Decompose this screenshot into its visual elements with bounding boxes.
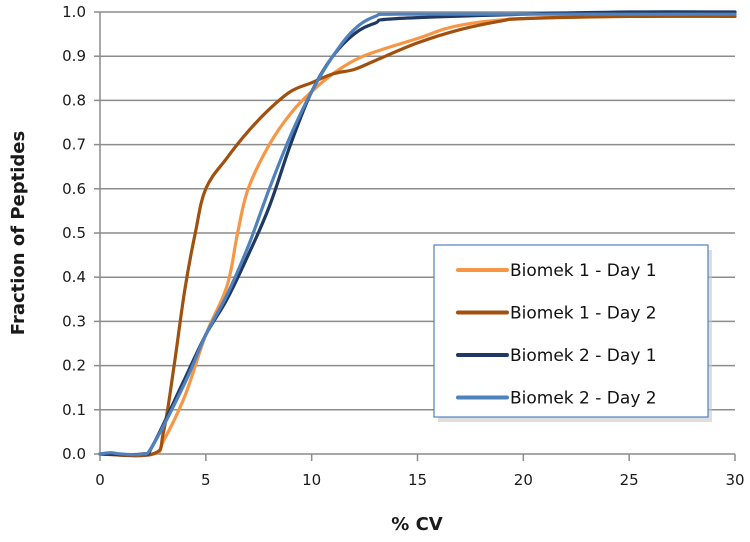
legend-label: Biomek 1 - Day 2 — [510, 304, 657, 324]
y-tick-label: 0.5 — [62, 224, 86, 242]
x-axis-ticks: 0 5 10 15 20 25 30 — [95, 454, 745, 489]
x-tick-label: 30 — [725, 471, 744, 489]
legend-label: Biomek 2 - Day 2 — [510, 389, 657, 409]
y-tick-label: 0.3 — [62, 312, 86, 330]
y-tick-label: 0.2 — [62, 357, 86, 375]
y-tick-label: 0.0 — [62, 445, 86, 463]
series-line-biomek-1-day-1 — [98, 14, 737, 457]
legend-item: Biomek 2 - Day 1 — [456, 346, 657, 366]
y-tick-label: 0.7 — [62, 136, 86, 154]
x-tick-label: 20 — [514, 471, 533, 489]
y-tick-label: 0.6 — [62, 180, 86, 198]
legend-label: Biomek 1 - Day 1 — [510, 261, 657, 281]
y-tick-label: 1.0 — [62, 3, 86, 21]
x-axis-title: % CV — [391, 514, 443, 535]
y-tick-label: 0.1 — [62, 401, 86, 419]
x-tick-label: 15 — [408, 471, 427, 489]
legend: Biomek 1 - Day 1 Biomek 1 - Day 2 Biomek 2… — [433, 244, 712, 422]
legend-label: Biomek 2 - Day 1 — [510, 346, 657, 366]
x-tick-label: 25 — [620, 471, 639, 489]
x-tick-label: 5 — [201, 471, 211, 489]
y-tick-label: 0.8 — [62, 91, 86, 109]
series-line-biomek-2-day-2 — [98, 12, 737, 457]
y-tick-label: 0.9 — [62, 47, 86, 65]
legend-item: Biomek 2 - Day 2 — [456, 389, 657, 409]
series-line-biomek-1-day-2 — [98, 14, 737, 458]
y-axis-ticks: 0.0 0.1 0.2 0.3 0.4 0.5 0.6 0.7 0.8 0.9 1.0 — [62, 3, 100, 463]
legend-item: Biomek 1 - Day 2 — [456, 304, 657, 324]
x-tick-label: 0 — [95, 471, 105, 489]
x-tick-label: 10 — [302, 471, 321, 489]
legend-box — [433, 244, 709, 418]
y-tick-label: 0.4 — [62, 268, 86, 286]
legend-item: Biomek 1 - Day 1 — [456, 261, 657, 281]
y-axis-title: Fraction of Peptides — [8, 131, 29, 335]
series-lines — [98, 10, 737, 458]
